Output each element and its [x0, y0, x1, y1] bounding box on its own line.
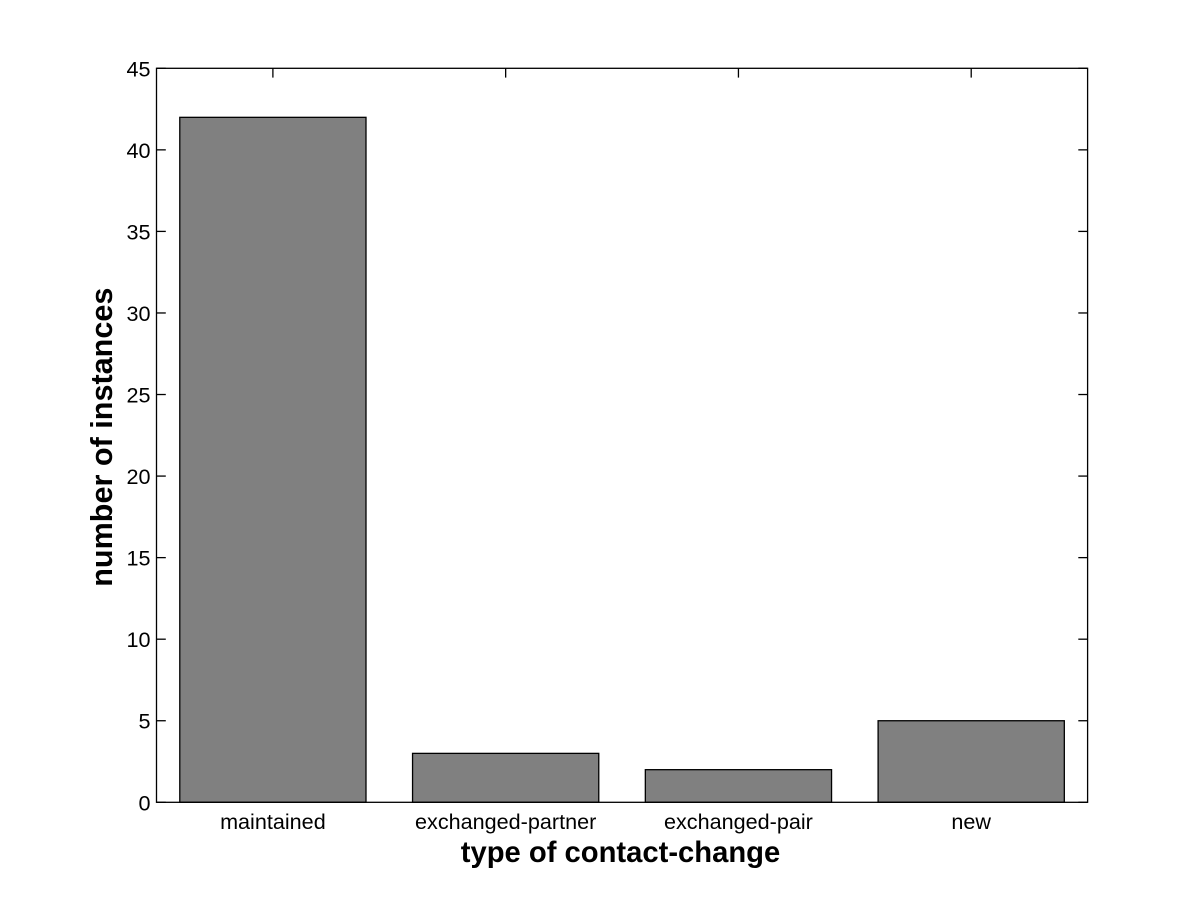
svg-text:new: new: [951, 809, 991, 834]
svg-text:20: 20: [126, 464, 150, 489]
svg-text:25: 25: [126, 383, 150, 408]
svg-text:exchanged-pair: exchanged-pair: [664, 809, 813, 834]
svg-text:15: 15: [126, 546, 150, 571]
svg-text:10: 10: [126, 627, 150, 652]
svg-text:maintained: maintained: [220, 809, 326, 834]
svg-text:5: 5: [138, 709, 150, 734]
svg-text:0: 0: [138, 790, 150, 815]
svg-text:40: 40: [126, 138, 150, 163]
svg-text:35: 35: [126, 219, 150, 244]
svg-text:type of contact-change: type of contact-change: [461, 837, 780, 869]
svg-text:exchanged-partner: exchanged-partner: [415, 809, 596, 834]
svg-text:45: 45: [126, 56, 150, 81]
svg-text:number of instances: number of instances: [85, 288, 119, 587]
svg-text:30: 30: [126, 301, 150, 326]
